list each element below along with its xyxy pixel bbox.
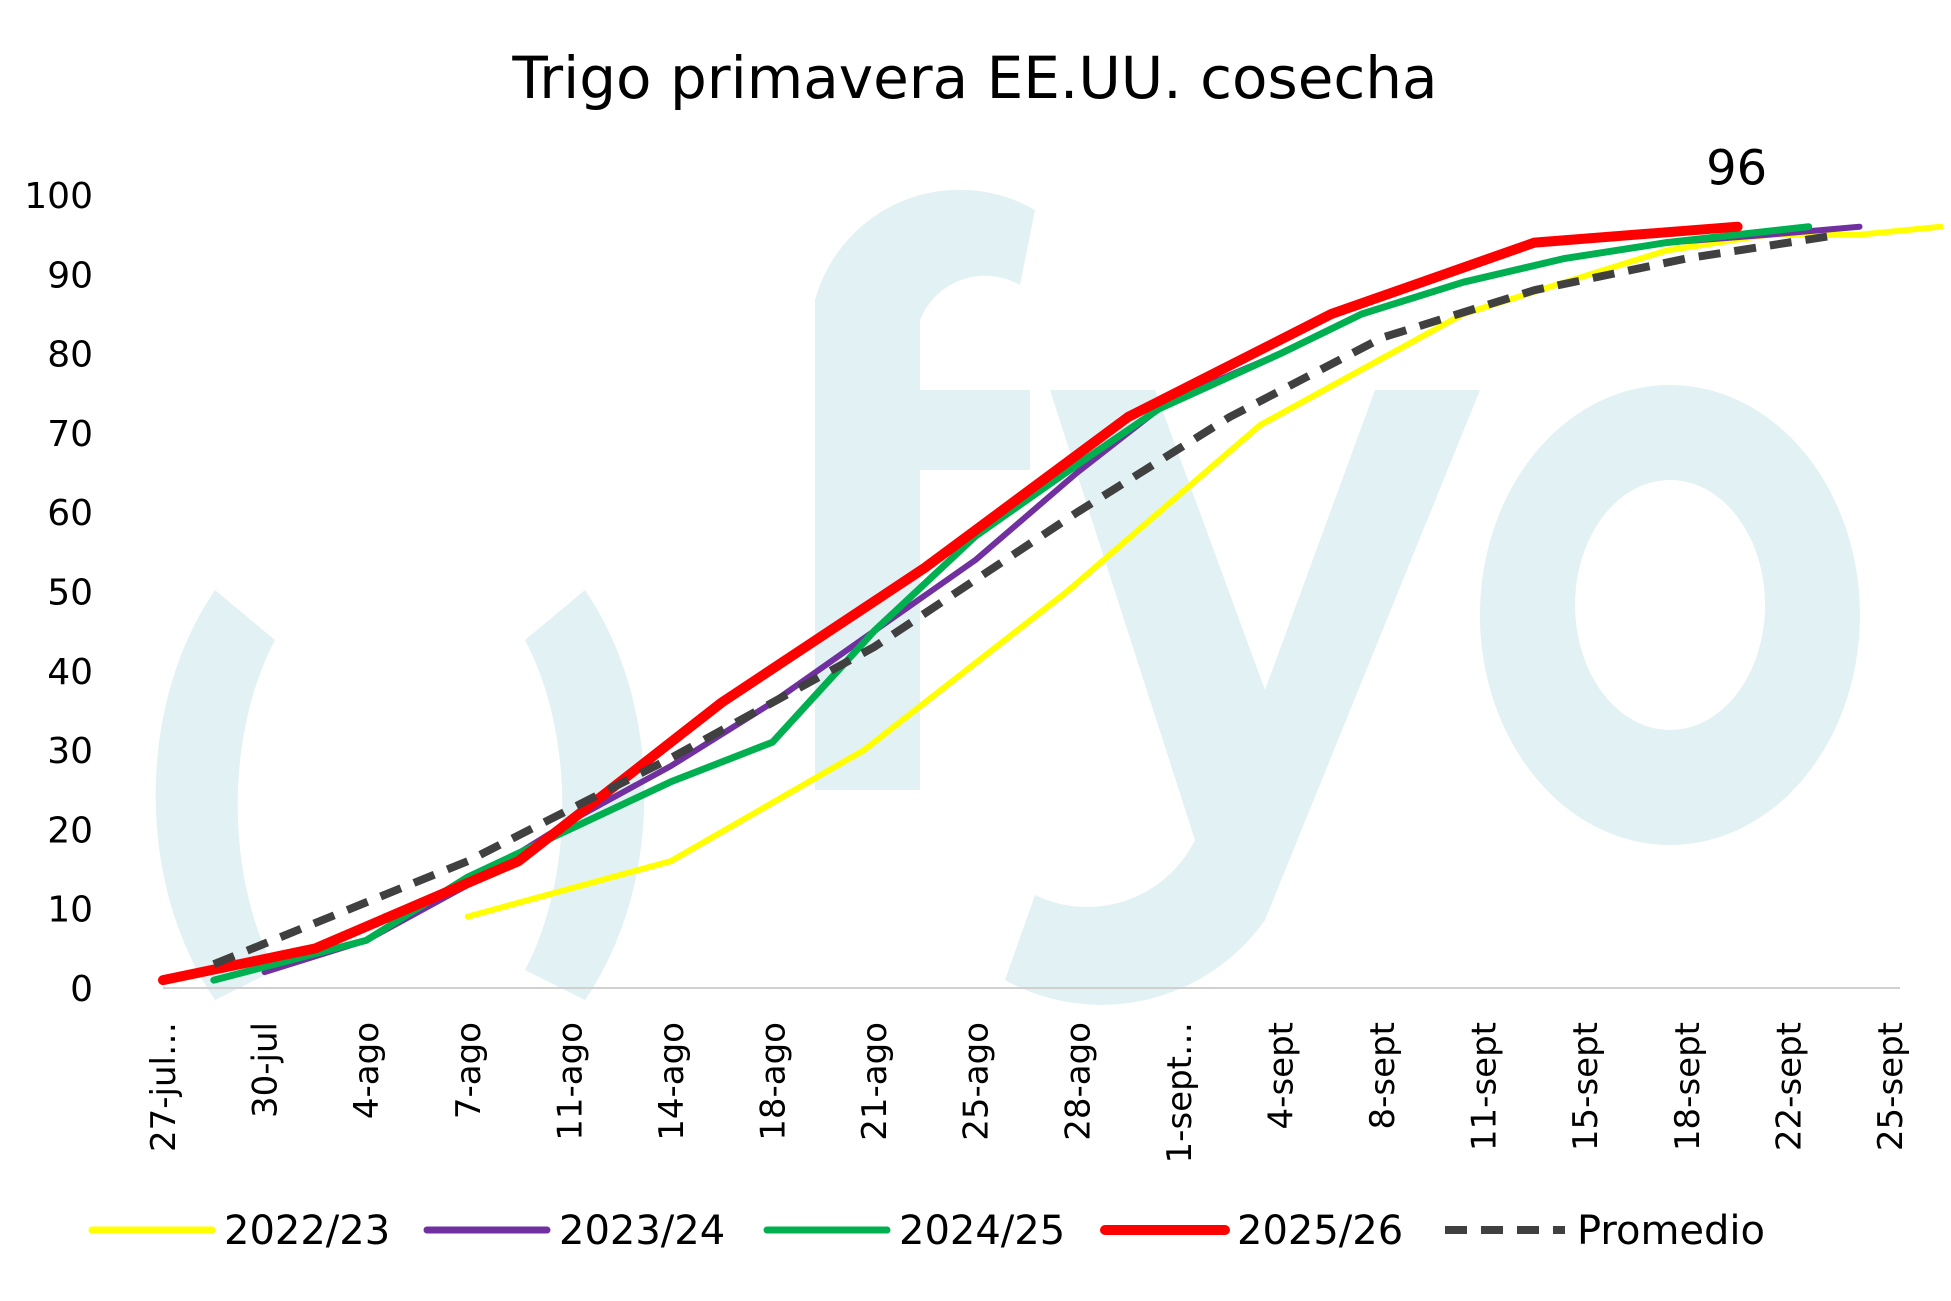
y-tick-label: 70 <box>47 414 93 455</box>
x-tick-label: 4-sept <box>1261 1022 1301 1129</box>
y-tick-label: 30 <box>47 731 93 772</box>
x-tick-label: 1-sept… <box>1160 1022 1200 1163</box>
legend-label: 2024/25 <box>899 1208 1065 1254</box>
series-line-2024-25 <box>210 223 1813 984</box>
x-tick-label: 21-ago <box>855 1022 895 1141</box>
x-tick-label: 15-sept <box>1566 1022 1606 1151</box>
legend: 2022/23 2023/24 2024/25 2025/26 Promedio <box>88 1208 1765 1254</box>
y-tick-label: 10 <box>47 890 93 931</box>
series-line-2025-26 <box>158 221 1743 986</box>
data-label: 96 <box>1706 141 1767 197</box>
x-tick-label: 11-ago <box>550 1022 590 1141</box>
y-tick-label: 50 <box>47 573 93 614</box>
x-tick-label: 25-ago <box>957 1022 997 1141</box>
x-tick-label: 30-jul <box>246 1022 286 1118</box>
series-line-promedio <box>212 230 1840 968</box>
x-tick-label: 14-ago <box>652 1022 692 1141</box>
fyo-watermark-logo <box>155 189 1860 1005</box>
x-tick-label: 25-sept <box>1871 1022 1911 1151</box>
y-tick-label: 100 <box>24 176 93 217</box>
series-lines <box>158 221 1944 986</box>
y-tick-label: 90 <box>47 255 93 296</box>
x-tick-label: 18-ago <box>754 1022 794 1141</box>
x-tick-label: 22-sept <box>1769 1022 1809 1151</box>
y-axis-ticks: 0 10 20 30 40 50 60 70 80 90 100 <box>24 176 93 1010</box>
chart-title: Trigo primavera EE.UU. cosecha <box>511 44 1437 112</box>
legend-label: Promedio <box>1577 1208 1765 1254</box>
x-tick-label: 4-ago <box>347 1022 387 1119</box>
x-tick-label: 18-sept <box>1668 1022 1708 1151</box>
y-tick-label: 20 <box>47 810 93 851</box>
y-tick-label: 80 <box>47 335 93 376</box>
legend-label: 2023/24 <box>559 1208 725 1254</box>
legend-label: 2025/26 <box>1237 1208 1403 1254</box>
y-tick-label: 60 <box>47 493 93 534</box>
annotations: 96 <box>1706 141 1767 197</box>
y-tick-label: 40 <box>47 652 93 693</box>
x-tick-label: 27-jul… <box>144 1022 184 1152</box>
y-tick-label: 0 <box>70 969 93 1010</box>
x-tick-label: 8-sept <box>1363 1022 1403 1129</box>
x-axis-ticks: 27-jul… 30-jul 4-ago 7-ago 11-ago 14-ago 18-ag… <box>144 1022 1911 1163</box>
x-tick-label: 7-ago <box>449 1022 489 1119</box>
x-tick-label: 28-ago <box>1058 1022 1098 1141</box>
legend-label: 2022/23 <box>224 1208 390 1254</box>
x-tick-label: 11-sept <box>1465 1022 1505 1151</box>
